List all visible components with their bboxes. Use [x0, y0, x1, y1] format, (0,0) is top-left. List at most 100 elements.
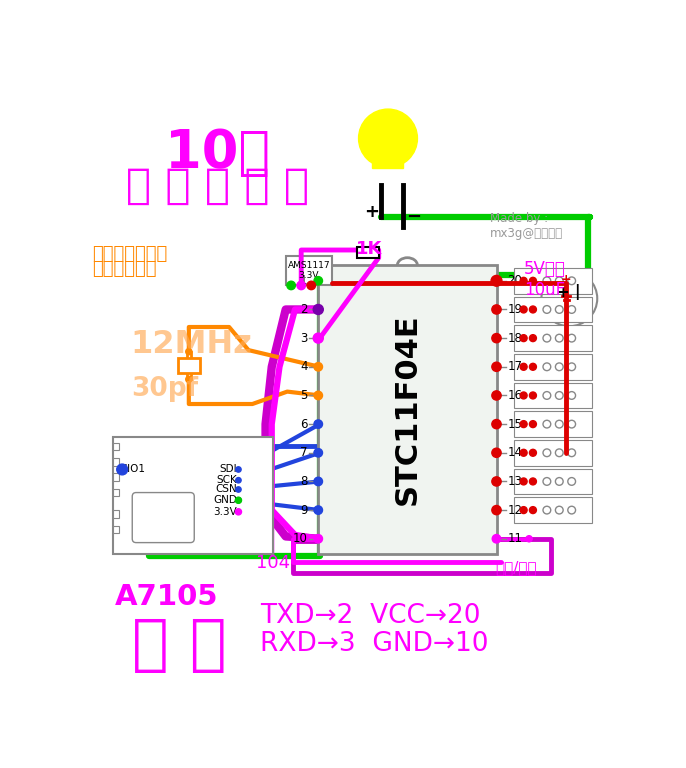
Bar: [113, 442, 119, 450]
Bar: [285, 257, 332, 286]
Circle shape: [297, 281, 305, 290]
Circle shape: [314, 362, 322, 371]
Circle shape: [314, 304, 323, 314]
Circle shape: [520, 478, 527, 485]
Circle shape: [556, 420, 563, 428]
Circle shape: [520, 421, 527, 428]
Text: 1: 1: [300, 274, 307, 287]
Circle shape: [556, 334, 563, 342]
Text: 20: 20: [508, 274, 522, 287]
Text: 富 斯 接 收 机: 富 斯 接 收 机: [126, 165, 309, 207]
Text: 14: 14: [508, 446, 522, 459]
Bar: [514, 412, 592, 437]
Circle shape: [568, 363, 576, 371]
Bar: [514, 498, 592, 523]
Text: 7: 7: [300, 446, 307, 459]
Bar: [372, 151, 403, 167]
Text: +: +: [561, 273, 571, 286]
Circle shape: [530, 306, 536, 313]
Circle shape: [530, 277, 536, 284]
Circle shape: [186, 349, 192, 355]
Circle shape: [314, 276, 322, 285]
Circle shape: [520, 306, 527, 313]
Text: 19: 19: [508, 303, 522, 316]
Circle shape: [530, 478, 536, 485]
Circle shape: [543, 334, 551, 342]
Bar: [357, 247, 379, 258]
Bar: [113, 525, 119, 533]
Text: 18: 18: [508, 332, 522, 345]
Circle shape: [235, 497, 241, 503]
Circle shape: [530, 335, 536, 342]
Text: 30pf: 30pf: [131, 376, 198, 402]
Text: A7105: A7105: [115, 584, 218, 611]
Circle shape: [235, 508, 241, 515]
Text: 15: 15: [508, 418, 522, 431]
Circle shape: [307, 281, 316, 290]
Text: 6: 6: [300, 418, 307, 431]
FancyBboxPatch shape: [132, 492, 194, 543]
Text: −: −: [406, 208, 421, 226]
Text: 4: 4: [300, 360, 307, 373]
Circle shape: [491, 276, 502, 286]
Text: 5V以上
10uF: 5V以上 10uF: [523, 260, 565, 299]
Bar: [514, 296, 592, 323]
Text: 8: 8: [300, 475, 307, 488]
Circle shape: [530, 363, 536, 370]
Circle shape: [556, 478, 563, 485]
Bar: [113, 488, 119, 496]
Bar: [318, 266, 497, 554]
Circle shape: [314, 477, 322, 485]
Bar: [113, 458, 119, 465]
Circle shape: [556, 306, 563, 313]
Circle shape: [568, 449, 576, 457]
Text: 12MHz: 12MHz: [131, 329, 252, 360]
Circle shape: [568, 506, 576, 514]
Circle shape: [543, 506, 551, 514]
Circle shape: [520, 392, 527, 399]
Circle shape: [568, 334, 576, 342]
Circle shape: [314, 449, 322, 457]
Bar: [514, 354, 592, 379]
Circle shape: [314, 535, 322, 543]
Text: 1K: 1K: [355, 240, 382, 258]
Circle shape: [492, 477, 501, 486]
Bar: [187, 352, 191, 379]
Circle shape: [543, 363, 551, 371]
Circle shape: [492, 505, 501, 515]
Text: 13: 13: [508, 475, 522, 488]
Bar: [514, 268, 592, 293]
Circle shape: [556, 506, 563, 514]
Text: 10元: 10元: [165, 127, 270, 179]
Circle shape: [543, 449, 551, 457]
Circle shape: [543, 306, 551, 313]
Circle shape: [492, 333, 501, 343]
Text: 9: 9: [300, 504, 307, 517]
Text: 3.3V: 3.3V: [213, 507, 237, 517]
Circle shape: [236, 467, 241, 472]
Text: Made by :
mx3g@芝士蛋糕: Made by : mx3g@芝士蛋糕: [490, 211, 563, 240]
Circle shape: [359, 109, 418, 167]
Bar: [514, 440, 592, 465]
Circle shape: [541, 271, 598, 326]
Circle shape: [530, 507, 536, 514]
Text: 5: 5: [300, 389, 307, 402]
Circle shape: [492, 449, 501, 458]
Circle shape: [526, 536, 532, 542]
Circle shape: [314, 420, 322, 429]
Text: 16: 16: [508, 389, 522, 402]
Text: 2: 2: [300, 303, 307, 316]
Circle shape: [556, 392, 563, 399]
Circle shape: [520, 277, 527, 284]
Circle shape: [314, 333, 323, 343]
Circle shape: [492, 419, 501, 429]
Bar: [113, 510, 119, 518]
Circle shape: [186, 376, 192, 382]
Text: 12: 12: [508, 504, 522, 517]
Text: RXD→3  GND→10: RXD→3 GND→10: [260, 631, 488, 657]
Circle shape: [520, 507, 527, 514]
Bar: [113, 473, 119, 481]
Text: 下载/对频: 下载/对频: [495, 561, 536, 575]
Circle shape: [236, 498, 241, 503]
Bar: [514, 382, 592, 409]
